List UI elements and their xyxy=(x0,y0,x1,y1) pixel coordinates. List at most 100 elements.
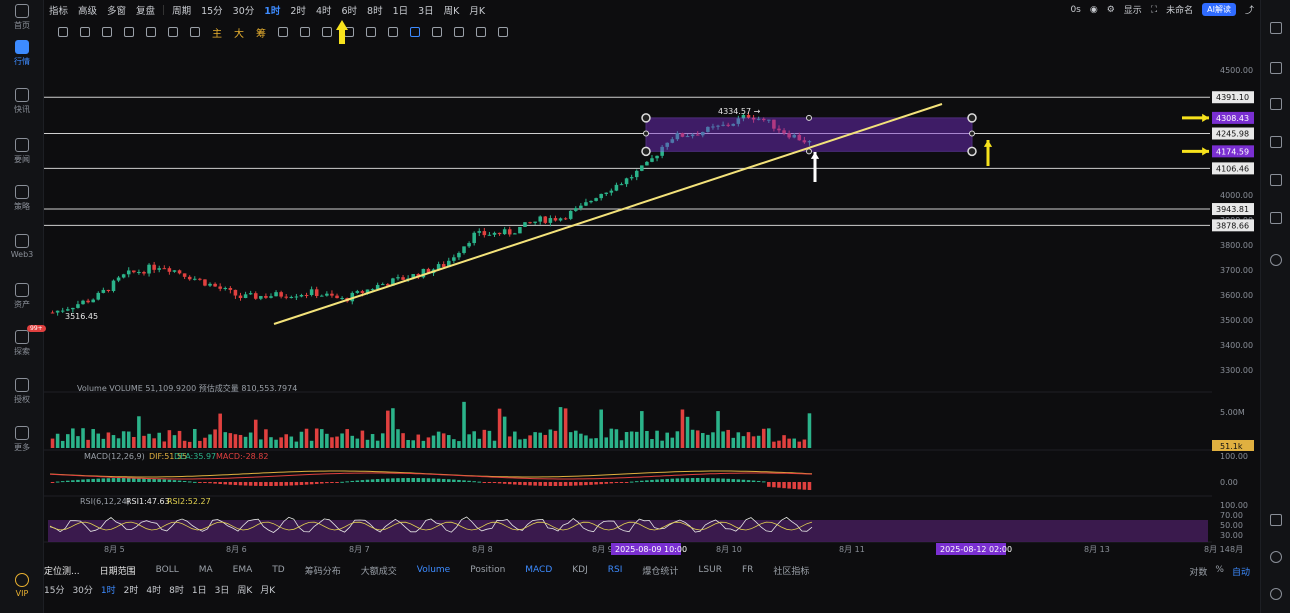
panel-icon[interactable] xyxy=(1270,514,1282,526)
headset-icon[interactable] xyxy=(1270,551,1282,563)
bottom-period-month[interactable]: 月K xyxy=(260,585,276,596)
sub-community[interactable]: 社区指标 xyxy=(773,566,810,577)
grid-icon[interactable] xyxy=(168,27,178,37)
copy-icon[interactable] xyxy=(278,27,288,37)
line-tool-icon[interactable] xyxy=(58,27,68,37)
period-15m[interactable]: 15分 xyxy=(201,6,223,17)
chips-button[interactable]: 筹 xyxy=(256,28,266,40)
share-icon[interactable]: ⤴ xyxy=(1244,6,1254,16)
pen-icon[interactable] xyxy=(124,27,134,37)
period-3d[interactable]: 3日 xyxy=(418,6,434,17)
nav-auth[interactable]: 授权 xyxy=(0,378,44,405)
sub-kdj[interactable]: KDJ xyxy=(572,565,588,575)
layers-icon[interactable] xyxy=(300,27,310,37)
ellipsis-icon[interactable] xyxy=(190,27,200,37)
sub-lsur[interactable]: LSUR xyxy=(698,565,722,575)
camera-icon[interactable]: ◉ xyxy=(1089,4,1098,15)
undo-icon[interactable] xyxy=(476,27,486,37)
indicator-ma[interactable]: MA xyxy=(198,565,213,575)
lock-icon[interactable] xyxy=(388,27,398,37)
indicator-big-trades[interactable]: 大额成交 xyxy=(360,566,397,577)
fullscreen-icon[interactable]: ⛶ xyxy=(1150,4,1158,15)
big-order-button[interactable]: 大 xyxy=(234,28,244,40)
nav-home[interactable]: 首页 xyxy=(0,4,44,31)
indicator-td[interactable]: TD xyxy=(272,565,285,575)
nav-web3[interactable]: Web3 xyxy=(0,234,44,259)
period-1h[interactable]: 1时 xyxy=(264,6,281,17)
period-4h[interactable]: 4时 xyxy=(315,6,332,17)
log-scale-button[interactable]: 对数 xyxy=(1189,568,1208,578)
percent-scale-button[interactable]: % xyxy=(1215,565,1224,575)
period-button[interactable]: 周期 xyxy=(172,6,192,17)
replay-button[interactable]: 复盘 xyxy=(136,6,156,17)
indicator-chip-distribution[interactable]: 筹码分布 xyxy=(304,566,341,577)
timer-label[interactable]: 0s xyxy=(1070,4,1081,15)
display-button[interactable]: 显示 xyxy=(1123,6,1142,16)
bottom-period-15m[interactable]: 15分 xyxy=(44,585,65,596)
sub-volume[interactable]: Volume xyxy=(416,565,451,575)
nav-headline[interactable]: 要闻 xyxy=(0,138,44,165)
advanced-button[interactable]: 高级 xyxy=(78,6,98,17)
date-range-button[interactable]: 日期范围 xyxy=(99,566,136,577)
monitor-icon[interactable] xyxy=(1270,136,1282,148)
period-6h[interactable]: 6时 xyxy=(341,6,358,17)
macd-bar xyxy=(787,482,791,489)
parallel-channel-icon[interactable] xyxy=(102,27,112,37)
sub-liquidation[interactable]: 爆仓统计 xyxy=(642,566,679,577)
bottom-period-1h[interactable]: 1时 xyxy=(100,585,116,596)
indicator-button[interactable]: 指标 xyxy=(49,6,69,17)
ai-analysis-button[interactable]: AI解读 xyxy=(1202,3,1236,16)
indicator-ema[interactable]: EMA xyxy=(232,565,253,575)
visible-icon[interactable] xyxy=(410,27,420,37)
chart-canvas[interactable]: 4500.004000.003900.003800.003700.003600.… xyxy=(44,42,1260,602)
cross-line-icon[interactable] xyxy=(80,27,90,37)
trash-icon[interactable] xyxy=(454,27,464,37)
bottom-period-3d[interactable]: 3日 xyxy=(214,585,230,596)
bottom-period-week[interactable]: 周K xyxy=(237,585,253,596)
main-chip-button[interactable]: 主 xyxy=(212,28,222,40)
layers-icon[interactable] xyxy=(1270,174,1282,186)
multi-window-button[interactable]: 多窗 xyxy=(107,6,127,17)
panda-icon[interactable] xyxy=(1270,588,1282,600)
period-month[interactable]: 月K xyxy=(469,6,486,17)
macd-bar xyxy=(538,482,542,486)
document-icon[interactable] xyxy=(1270,22,1282,34)
locate-button[interactable]: 定位测... xyxy=(44,566,80,577)
calculator-icon[interactable] xyxy=(1270,212,1282,224)
sub-position[interactable]: Position xyxy=(470,565,506,575)
nav-vip[interactable]: VIP xyxy=(0,573,44,598)
ruler-icon[interactable] xyxy=(322,27,332,37)
cloud-account[interactable]: 未命名 xyxy=(1166,6,1194,16)
bottom-period-4h[interactable]: 4时 xyxy=(146,585,162,596)
volume-bar xyxy=(71,428,75,448)
period-8h[interactable]: 8时 xyxy=(367,6,383,17)
bottom-period-1d[interactable]: 1日 xyxy=(191,585,207,596)
filter-icon[interactable] xyxy=(432,27,442,37)
nav-strategy[interactable]: 策略 xyxy=(0,185,44,212)
nav-market[interactable]: 行情 xyxy=(0,40,44,67)
bottom-period-2h[interactable]: 2时 xyxy=(123,585,139,596)
bottom-period-8h[interactable]: 8时 xyxy=(169,585,184,596)
bottom-period-30m[interactable]: 30分 xyxy=(72,585,93,596)
nav-news[interactable]: 快讯 xyxy=(0,88,44,115)
sub-fr[interactable]: FR xyxy=(741,565,754,575)
note-icon[interactable] xyxy=(1270,62,1282,74)
chart-growth-icon[interactable] xyxy=(1270,98,1282,110)
sub-macd[interactable]: MACD xyxy=(525,565,553,575)
period-1d[interactable]: 1日 xyxy=(392,6,409,17)
indicator-boll[interactable]: BOLL xyxy=(155,565,179,575)
nav-explore[interactable]: 探索 xyxy=(0,330,44,357)
period-30m[interactable]: 30分 xyxy=(232,6,255,17)
auto-scale-button[interactable]: 自动 xyxy=(1231,568,1250,578)
redo-icon[interactable] xyxy=(498,27,508,37)
settings-icon[interactable]: ⚙ xyxy=(1106,4,1115,15)
period-week[interactable]: 周K xyxy=(443,6,460,17)
refresh-icon[interactable] xyxy=(1270,254,1282,266)
period-2h[interactable]: 2时 xyxy=(290,6,306,17)
fib-icon[interactable] xyxy=(146,27,156,37)
nav-more[interactable]: 更多 xyxy=(0,426,44,453)
macd-bar xyxy=(665,478,669,482)
sub-rsi[interactable]: RSI xyxy=(607,565,623,575)
nav-asset[interactable]: 资产 xyxy=(0,283,44,310)
link-icon[interactable] xyxy=(366,27,376,37)
